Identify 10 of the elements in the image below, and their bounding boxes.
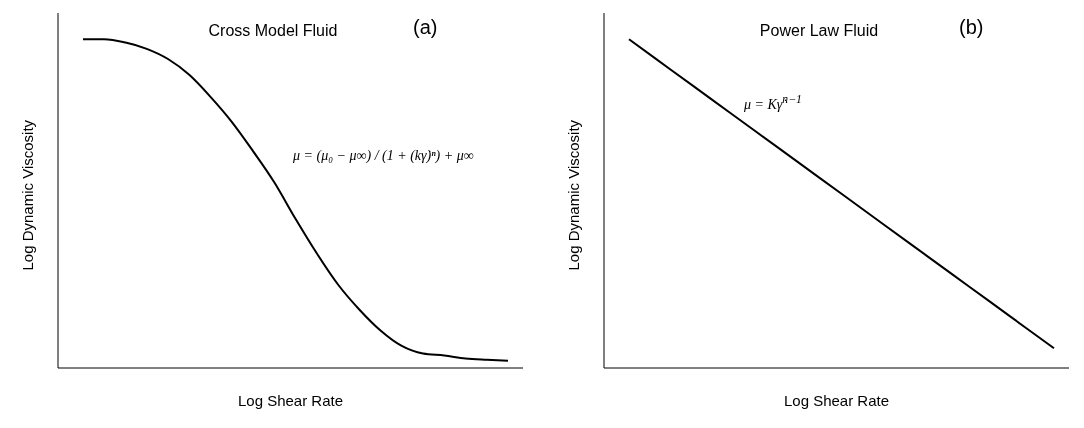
x-axis-title: Log Shear Rate — [237, 392, 344, 409]
annotation: μ = Kγ̇$^{n−1}$ — [744, 93, 802, 112]
y-axis-title: Log Dynamic Viscosity — [19, 119, 37, 271]
annotation: μ = (μ₀ − μ∞) / (1 + (kγ̇)ⁿ) + μ∞ — [293, 148, 474, 163]
x-axis-title: Log Shear Rate — [783, 392, 890, 409]
text: (b) — [959, 16, 984, 38]
y-axis-title: Log Dynamic Viscosity — [565, 119, 583, 271]
chart-title: Power Law Fluid — [759, 22, 879, 39]
chart-title: Cross Model Fluid — [208, 22, 338, 39]
text: (a) — [413, 16, 438, 38]
